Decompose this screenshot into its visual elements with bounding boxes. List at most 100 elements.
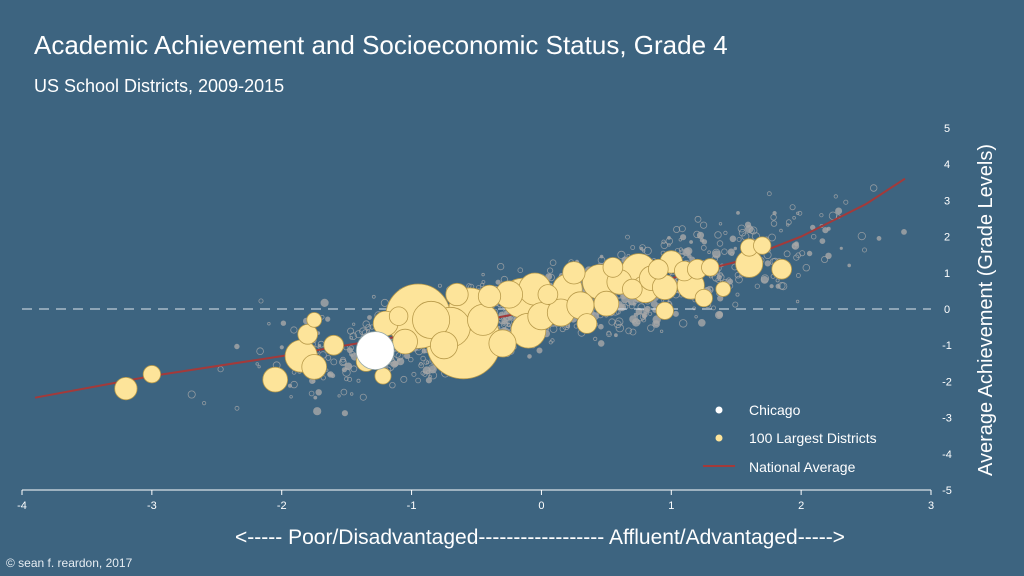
district-point <box>682 248 691 257</box>
district-point <box>736 210 740 215</box>
district-point <box>660 241 668 249</box>
district-point <box>420 355 426 362</box>
district-point <box>593 336 598 341</box>
district-point <box>352 322 356 326</box>
district-point <box>901 228 907 235</box>
y-tick-label: -5 <box>942 485 952 497</box>
district-point <box>500 321 508 329</box>
district-point <box>791 242 800 250</box>
x-tick-label: 3 <box>928 500 934 512</box>
district-point <box>629 328 637 336</box>
district-point <box>835 207 843 215</box>
district-point <box>257 365 261 369</box>
largest-district-point <box>753 236 772 255</box>
district-point <box>712 250 721 259</box>
chart-subtitle: US School Districts, 2009-2015 <box>34 76 285 96</box>
district-point <box>317 344 322 348</box>
district-point <box>737 224 746 233</box>
district-point <box>356 378 361 383</box>
district-point <box>408 356 414 363</box>
district-point <box>545 273 553 281</box>
district-point <box>811 233 817 240</box>
largest-district-point <box>374 367 392 385</box>
y-tick-label: -4 <box>942 449 952 461</box>
district-point <box>280 320 287 326</box>
district-point <box>639 313 647 320</box>
district-point <box>597 256 606 265</box>
largest-district-point <box>445 282 469 307</box>
largest-district-point <box>655 301 674 320</box>
district-point <box>546 267 554 274</box>
largest-district-point <box>715 281 731 297</box>
district-point <box>392 360 399 367</box>
district-point <box>549 259 557 267</box>
district-point <box>819 213 824 218</box>
district-point <box>779 282 788 291</box>
y-axis-label: Average Achievement (Grade Levels) <box>975 144 997 476</box>
copyright-notice: © sean f. reardon, 2017 <box>6 556 133 570</box>
largest-district-point <box>114 376 138 401</box>
district-point <box>764 260 771 267</box>
largest-district-point <box>429 331 458 360</box>
district-point <box>418 362 425 369</box>
district-point <box>735 275 743 284</box>
district-point <box>654 321 659 327</box>
district-point <box>793 254 800 261</box>
largest-district-point <box>488 329 517 358</box>
district-point <box>290 380 298 389</box>
district-point <box>785 219 792 226</box>
district-point <box>701 239 708 245</box>
y-axis: 5 4 3 2 1 0 -1 -2 -3 -4 -5 <box>942 123 952 497</box>
district-point <box>711 305 716 311</box>
legend-largest-label: 100 Largest Districts <box>749 430 877 446</box>
district-point <box>625 234 630 240</box>
district-point <box>633 312 638 317</box>
district-point <box>340 356 346 363</box>
district-point <box>598 323 604 330</box>
district-point <box>647 324 655 332</box>
district-point <box>694 215 702 223</box>
largest-district-point <box>621 278 643 300</box>
largest-district-point <box>771 258 792 280</box>
largest-districts-points <box>114 236 792 401</box>
largest-district-point <box>477 284 502 308</box>
district-point <box>769 284 774 289</box>
district-point <box>497 262 505 271</box>
district-point <box>517 267 524 274</box>
district-point <box>354 330 363 339</box>
district-point <box>371 294 376 299</box>
district-point <box>481 280 486 284</box>
district-point <box>679 234 687 241</box>
district-point <box>718 222 723 226</box>
district-point <box>362 320 370 328</box>
y-tick-label: -1 <box>942 340 952 352</box>
district-point <box>825 252 832 259</box>
largest-district-point <box>297 323 319 345</box>
district-point <box>425 360 430 365</box>
district-point <box>819 238 826 245</box>
district-point <box>672 310 679 317</box>
district-point <box>708 286 713 292</box>
district-point <box>344 362 353 371</box>
district-point <box>749 226 758 235</box>
district-point <box>729 235 737 243</box>
district-point <box>862 247 868 253</box>
y-tick-label: 2 <box>944 232 950 244</box>
x-tick-label: 0 <box>538 500 544 512</box>
district-point <box>396 358 401 362</box>
district-point <box>527 354 532 359</box>
district-point <box>502 322 506 326</box>
district-point <box>716 240 724 247</box>
district-point <box>348 350 355 357</box>
district-point <box>617 250 626 259</box>
largest-district-point <box>602 257 624 278</box>
x-tick-label: -3 <box>147 500 157 512</box>
largest-district-point <box>323 334 345 356</box>
district-point <box>635 307 643 315</box>
district-point <box>718 272 723 277</box>
district-point <box>643 246 652 255</box>
largest-district-point <box>593 290 620 317</box>
district-point <box>775 278 780 283</box>
legend-chicago-marker <box>715 406 723 414</box>
